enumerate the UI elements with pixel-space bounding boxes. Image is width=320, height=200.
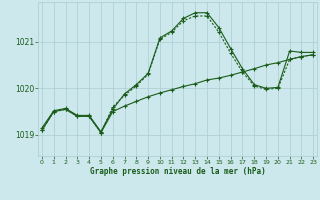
X-axis label: Graphe pression niveau de la mer (hPa): Graphe pression niveau de la mer (hPa) — [90, 167, 266, 176]
